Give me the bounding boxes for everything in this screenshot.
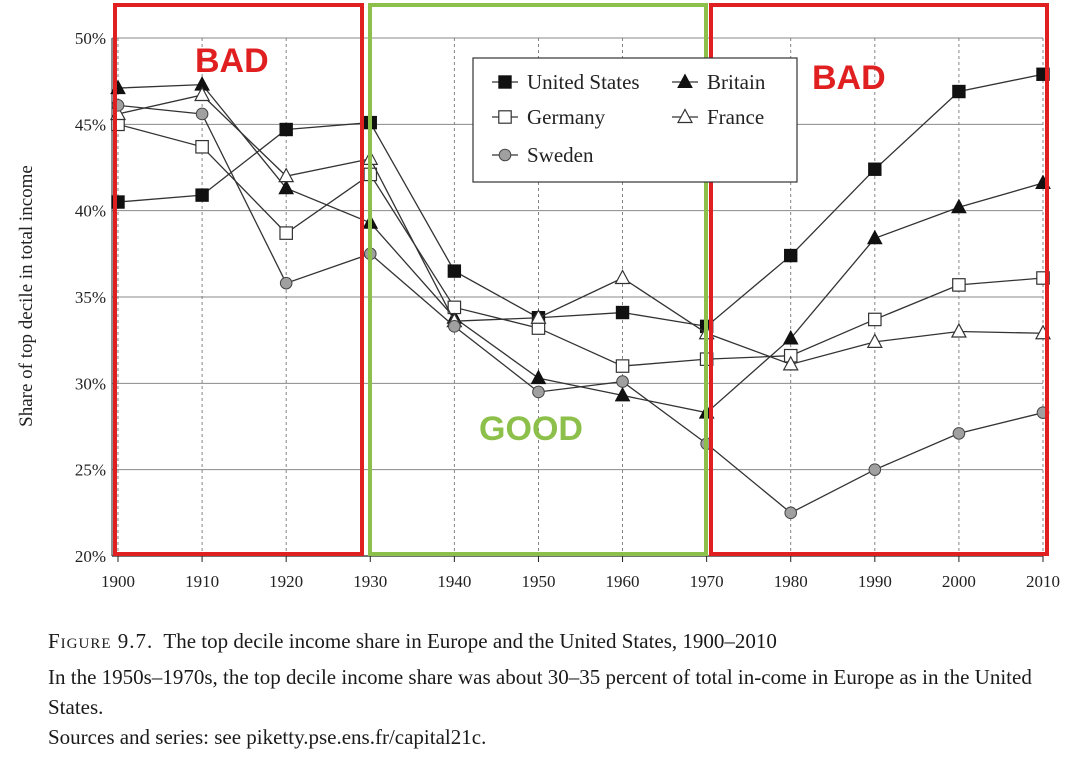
data-point-germany bbox=[615, 359, 630, 373]
legend-box bbox=[472, 57, 798, 183]
data-point-united-states bbox=[952, 84, 966, 99]
data-point-sweden bbox=[195, 107, 209, 121]
x-tick-label: 2000 bbox=[942, 572, 976, 591]
series-line-france bbox=[117, 94, 1044, 366]
y-tick-label: 25% bbox=[75, 461, 106, 480]
annotation-label-good: GOOD bbox=[479, 410, 583, 448]
data-point-sweden bbox=[448, 320, 461, 333]
data-point-france bbox=[278, 167, 295, 183]
figure-title: The top decile income share in Europe an… bbox=[163, 629, 777, 653]
data-point-united-states bbox=[195, 188, 209, 202]
legend-marker-united-states bbox=[498, 75, 512, 89]
y-tick-label: 35% bbox=[75, 288, 106, 307]
data-point-britain bbox=[530, 369, 547, 385]
figure-note: In the 1950s–1970s, the top decile incom… bbox=[48, 665, 1032, 719]
data-point-britain bbox=[278, 179, 295, 195]
data-point-britain bbox=[782, 329, 799, 345]
x-tick-label: 1900 bbox=[101, 572, 135, 591]
legend-marker-france bbox=[676, 108, 694, 124]
y-tick-label: 50% bbox=[75, 29, 106, 48]
x-tick-label: 1930 bbox=[353, 572, 387, 591]
data-point-germany bbox=[952, 278, 966, 292]
series-line-germany bbox=[117, 123, 1044, 367]
annotation-label-bad: BAD bbox=[195, 42, 269, 80]
x-tick-label: 1970 bbox=[690, 572, 724, 591]
x-tick-label: 1950 bbox=[521, 572, 555, 591]
data-point-sweden bbox=[784, 506, 798, 520]
legend-label-britain: Britain bbox=[707, 70, 766, 94]
annotation-box-bad bbox=[709, 3, 1049, 556]
data-point-united-states bbox=[784, 248, 798, 263]
figure-caption: Figure 9.7. The top decile income share … bbox=[48, 626, 1068, 752]
annotation-box-bad bbox=[113, 3, 364, 556]
series-france bbox=[109, 86, 1052, 371]
x-tick-label: 1920 bbox=[269, 572, 303, 591]
data-point-france bbox=[530, 308, 547, 324]
data-point-sweden bbox=[952, 427, 966, 440]
data-point-germany bbox=[195, 139, 209, 154]
data-point-sweden bbox=[616, 375, 629, 388]
data-point-france bbox=[950, 322, 967, 338]
y-tick-label: 30% bbox=[75, 374, 106, 393]
data-point-sweden bbox=[279, 276, 293, 290]
figure-label: Figure 9.7. bbox=[48, 629, 154, 653]
legend-label-france: France bbox=[707, 105, 764, 129]
y-tick-label: 20% bbox=[75, 547, 106, 566]
legend-label-united-states: United States bbox=[527, 70, 640, 94]
annotation-label-bad: BAD bbox=[812, 59, 886, 97]
axes: 20% 25% 30% 35% 40% 45% 50% 1900 1910 1920 1930 194… bbox=[75, 29, 1060, 591]
y-axis-label: Share of top decile in total income bbox=[16, 165, 37, 427]
x-tick-label: 1990 bbox=[858, 572, 892, 591]
data-point-france bbox=[614, 269, 631, 285]
data-point-sweden bbox=[532, 385, 545, 399]
data-point-united-states bbox=[447, 264, 462, 278]
legend-label-sweden: Sweden bbox=[527, 143, 594, 167]
y-tick-label: 40% bbox=[75, 202, 106, 221]
series-line-united-states bbox=[117, 73, 1044, 328]
data-point-united-states bbox=[279, 122, 293, 137]
data-point-sweden bbox=[868, 463, 882, 476]
data-point-britain bbox=[614, 386, 631, 402]
legend-marker-germany bbox=[498, 110, 512, 124]
annotations-group: BAD GOOD BAD bbox=[113, 3, 1049, 556]
data-point-france bbox=[194, 86, 211, 102]
x-tick-label: 1980 bbox=[774, 572, 808, 591]
data-point-france bbox=[782, 355, 799, 371]
legend-marker-sweden bbox=[498, 148, 512, 162]
data-point-france bbox=[866, 333, 883, 348]
x-tick-label: 2010 bbox=[1026, 572, 1060, 591]
x-tick-label: 1940 bbox=[437, 572, 471, 591]
data-point-britain bbox=[951, 198, 967, 214]
figure-sources: Sources and series: see piketty.pse.ens.… bbox=[48, 725, 487, 749]
data-point-germany bbox=[279, 226, 293, 240]
x-tick-label: 1910 bbox=[185, 572, 219, 591]
legend: United States Britain Germany France Sweden bbox=[472, 57, 798, 183]
x-tick-label: 1960 bbox=[606, 572, 640, 591]
data-point-united-states bbox=[868, 162, 882, 176]
chart: 20% 25% 30% 35% 40% 45% 50% 1900 1910 1920 1930 194… bbox=[16, 3, 1060, 591]
y-tick-label: 45% bbox=[75, 115, 106, 134]
data-point-britain bbox=[866, 229, 883, 245]
legend-marker-britain bbox=[677, 73, 693, 88]
series-line-sweden bbox=[117, 104, 1044, 514]
data-point-germany bbox=[868, 312, 882, 327]
legend-label-germany: Germany bbox=[527, 105, 606, 129]
data-point-united-states bbox=[615, 305, 630, 320]
annotation-box-good bbox=[368, 3, 708, 556]
